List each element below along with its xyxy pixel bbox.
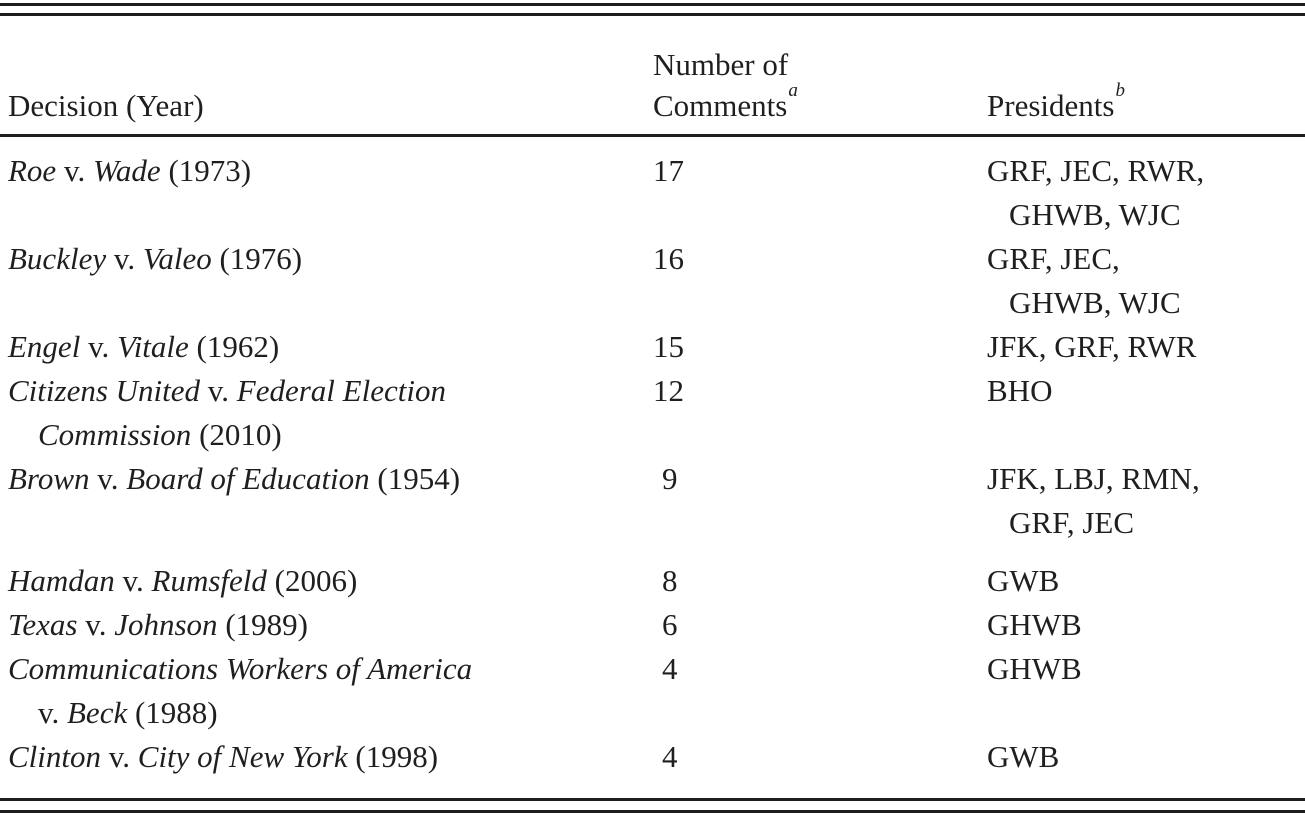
bottom-rule-outer <box>0 798 1305 801</box>
presidents-cell: GWB <box>987 739 1060 774</box>
presidents-cell: GWB <box>987 563 1060 598</box>
comments-cell: 15 <box>653 329 684 364</box>
comments-cell: 12 <box>653 373 684 408</box>
table-row: Buckley v. Valeo (1976) 16 GRF, JEC, GHW… <box>0 237 1305 325</box>
column-header-comments: Number of Commentsa <box>653 47 798 123</box>
presidents-cell: BHO <box>987 373 1053 408</box>
footnote-marker-b: b <box>1115 80 1125 102</box>
comments-cell: 16 <box>653 241 684 276</box>
decision-cell: Roe v. Wade (1973) <box>8 153 252 188</box>
column-header-presidents: Presidentsb <box>987 80 1125 123</box>
table-row: Hamdan v. Rumsfeld (2006) 8 GWB <box>0 559 1305 603</box>
table-header-row: Decision (Year) Number of Commentsa Pres… <box>0 16 1305 134</box>
comments-cell: 8 <box>662 563 678 598</box>
decision-cell: Brown v. Board of Education (1954) <box>8 461 461 496</box>
table-row: Texas v. Johnson (1989) 6 GHWB <box>0 603 1305 647</box>
column-header-decision: Decision (Year) <box>8 88 204 123</box>
top-rule-inner <box>0 13 1305 16</box>
presidents-cell: GRF, JEC, GHWB, WJC <box>987 241 1181 320</box>
comments-cell: 4 <box>662 739 678 774</box>
presidents-cell: JFK, LBJ, RMN, GRF, JEC <box>987 461 1200 540</box>
table-row: Engel v. Vitale (1962) 15 JFK, GRF, RWR <box>0 325 1305 369</box>
comments-cell: 6 <box>662 607 678 642</box>
comments-cell: 17 <box>653 153 684 188</box>
bottom-rule-inner <box>0 810 1305 813</box>
decision-cell: Hamdan v. Rumsfeld (2006) <box>8 563 358 598</box>
footnote-marker-a: a <box>788 80 798 102</box>
top-rule-outer <box>0 3 1305 6</box>
table-row: Roe v. Wade (1973) 17 GRF, JEC, RWR, GHW… <box>0 149 1305 237</box>
table-body: Roe v. Wade (1973) 17 GRF, JEC, RWR, GHW… <box>0 137 1305 779</box>
table-row: Brown v. Board of Education (1954) 9 JFK… <box>0 457 1305 545</box>
decision-cell: Texas v. Johnson (1989) <box>8 607 308 642</box>
comments-cell: 9 <box>662 461 678 496</box>
presidents-cell: JFK, GRF, RWR <box>987 329 1197 364</box>
table-row: Clinton v. City of New York (1998) 4 GWB <box>0 735 1305 779</box>
table-row: Communications Workers of America v. Bec… <box>0 647 1305 735</box>
comments-cell: 4 <box>662 651 678 686</box>
decision-cell: Citizens United v. Federal Election Comm… <box>8 373 446 452</box>
header-divider-rule <box>0 134 1305 137</box>
decision-cell: Clinton v. City of New York (1998) <box>8 739 439 774</box>
decision-cell: Communications Workers of America v. Bec… <box>8 651 473 730</box>
decision-cell: Engel v. Vitale (1962) <box>8 329 280 364</box>
presidents-cell: GHWB <box>987 607 1082 642</box>
presidents-cell: GRF, JEC, RWR, GHWB, WJC <box>987 153 1205 232</box>
decision-cell: Buckley v. Valeo (1976) <box>8 241 303 276</box>
table-row: Citizens United v. Federal Election Comm… <box>0 369 1305 457</box>
presidents-cell: GHWB <box>987 651 1082 686</box>
